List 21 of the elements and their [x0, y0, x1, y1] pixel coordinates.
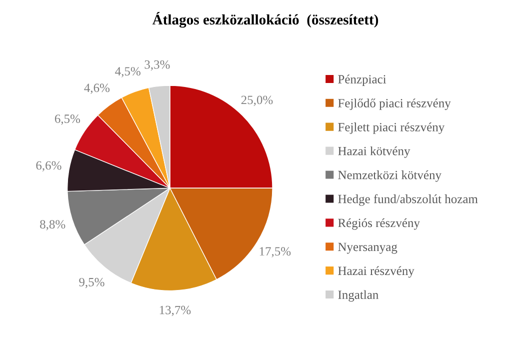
data-label: 25,0%: [241, 96, 273, 106]
data-label: 9,5%: [79, 278, 104, 288]
data-label: 4,5%: [115, 67, 140, 78]
data-label: 3,3%: [144, 60, 170, 71]
data-label: 4,6%: [84, 84, 110, 94]
chart-title: Átlagos eszközallokáció (összesített): [152, 12, 378, 28]
legend-label: Hedge fund/abszolút hozam: [338, 194, 478, 206]
legend-label: Fejlődő piaci részvény: [338, 98, 451, 110]
data-label: 8,8%: [40, 220, 66, 230]
legend-label: Fejlett piaci részvény: [338, 122, 445, 134]
legend-label: Nyersanyag: [338, 242, 398, 254]
legend-label: Ingatlan: [338, 290, 378, 302]
data-label: 6,6%: [36, 161, 62, 172]
legend-label: Régiós részvény: [338, 218, 420, 230]
legend-label: Nemzetközi kötvény: [338, 170, 442, 182]
legend-label: Hazai részvény: [338, 266, 414, 278]
data-label: 17,5%: [260, 247, 291, 258]
data-label: 13,7%: [160, 306, 191, 316]
data-label: 6,5%: [54, 114, 80, 125]
legend-label: Pénzpiaci: [338, 74, 386, 86]
legend-label: Hazai kötvény: [338, 146, 410, 158]
